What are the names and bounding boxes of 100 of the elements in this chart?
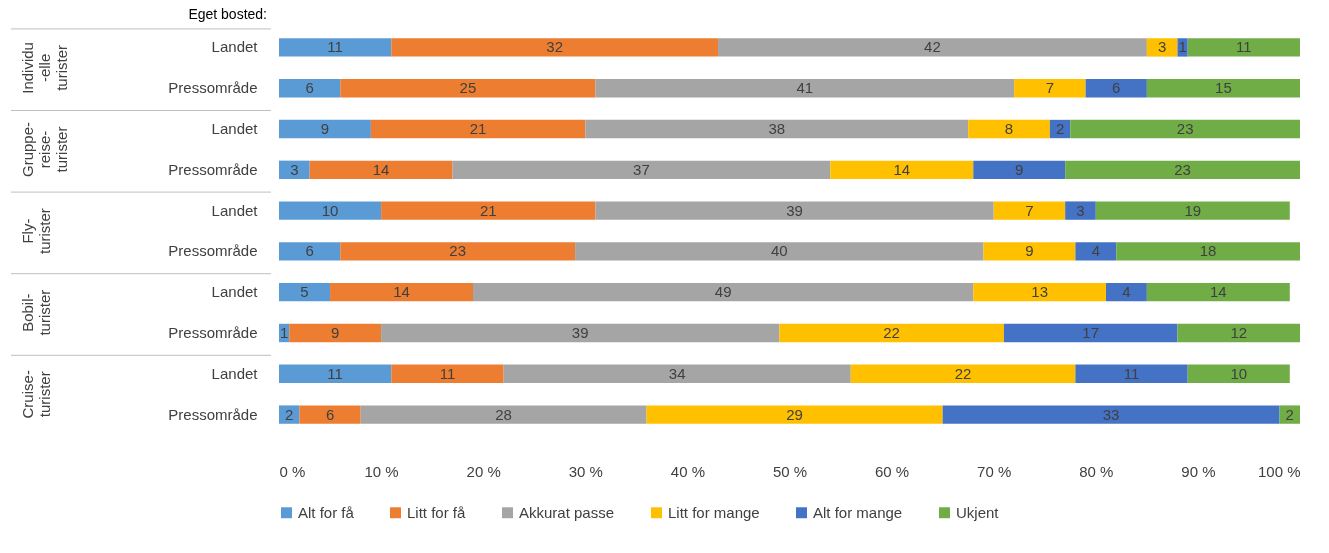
bar xyxy=(779,323,1004,343)
bar xyxy=(279,201,382,220)
bar xyxy=(1003,323,1178,343)
data-label: 25 xyxy=(459,79,477,97)
bar xyxy=(360,405,647,424)
data-label: 11 xyxy=(1123,364,1140,382)
data-label: 6 xyxy=(305,79,314,97)
data-label: 49 xyxy=(714,283,732,301)
bar xyxy=(279,38,392,57)
data-label: 9 xyxy=(320,120,330,138)
bar xyxy=(279,160,310,179)
x-tick-label: 60 % xyxy=(875,462,910,480)
data-label: 1 xyxy=(1178,38,1187,56)
bar xyxy=(279,79,341,98)
data-label: 6 xyxy=(305,242,314,260)
bar xyxy=(718,38,1147,57)
data-label: 2 xyxy=(1285,405,1294,423)
x-tick-label: 20 % xyxy=(466,462,501,480)
bar xyxy=(1085,79,1147,98)
text: Cruise- turister xyxy=(19,370,53,419)
y-tick-label: Pressområde xyxy=(168,79,258,97)
x-tick-label: 40 % xyxy=(670,462,705,480)
data-label: 18 xyxy=(1199,242,1217,260)
data-label: 14 xyxy=(393,283,410,301)
data-label: 9 xyxy=(330,323,340,341)
y-tick-label: Landet xyxy=(211,283,259,301)
data-label: 28 xyxy=(495,405,512,423)
bar xyxy=(973,283,1107,302)
data-label: 39 xyxy=(571,323,589,341)
legend-label: Litt for mange xyxy=(668,503,760,521)
text: Fly- turister xyxy=(19,208,53,255)
bar xyxy=(370,119,586,139)
data-label: 41 xyxy=(796,79,814,97)
bar xyxy=(1075,242,1117,261)
data-label: 8 xyxy=(1004,120,1014,138)
legend-label: Litt for få xyxy=(407,503,467,521)
bar xyxy=(279,283,331,302)
data-label: 10 xyxy=(1230,364,1248,382)
bar xyxy=(1065,201,1096,220)
x-tick-label: 70 % xyxy=(977,462,1012,480)
data-label: 2 xyxy=(1055,120,1065,138)
x-tick-label: 30 % xyxy=(568,462,603,480)
bar xyxy=(1187,364,1290,383)
data-label: 9 xyxy=(1025,242,1034,260)
x-tick-label: 10 % xyxy=(364,462,399,480)
bar xyxy=(968,119,1050,139)
bar xyxy=(575,242,984,261)
text: Eget bosted: xyxy=(188,6,267,22)
data-label: 11 xyxy=(327,38,343,56)
bar xyxy=(1095,201,1290,220)
data-label: 15 xyxy=(1215,79,1232,97)
data-label: 40 xyxy=(770,242,788,260)
data-label: 14 xyxy=(372,160,390,178)
data-label: 21 xyxy=(469,120,487,138)
y-tick-label: Landet xyxy=(211,364,259,382)
bar xyxy=(279,364,392,383)
text: Gruppe- reise- turister xyxy=(19,121,70,178)
data-label: 6 xyxy=(325,405,335,423)
data-label: 3 xyxy=(1076,201,1085,219)
data-label: 7 xyxy=(1045,79,1055,97)
data-label: 7 xyxy=(1025,201,1034,219)
text: Bobil- turister xyxy=(19,289,53,336)
bar xyxy=(279,119,371,139)
data-label: 3 xyxy=(290,160,299,178)
bar xyxy=(340,242,576,261)
y-tick-label: Pressområde xyxy=(168,242,258,260)
bar xyxy=(1279,405,1300,424)
x-tick-label: 90 % xyxy=(1181,462,1216,480)
data-label: 22 xyxy=(883,323,900,341)
data-label: 2 xyxy=(285,405,294,423)
text: Individu -elle turister xyxy=(19,42,70,94)
data-label: 23 xyxy=(449,242,467,260)
bar xyxy=(1146,283,1290,302)
legend-label: Alt for mange xyxy=(813,503,903,521)
data-label: 33 xyxy=(1102,405,1120,423)
data-label: 38 xyxy=(768,120,786,138)
bar xyxy=(585,119,969,139)
data-label: 14 xyxy=(893,160,911,178)
bar xyxy=(1065,160,1300,179)
bar xyxy=(1106,283,1147,302)
data-label: 19 xyxy=(1184,201,1202,219)
bar xyxy=(299,405,361,424)
data-label: 14 xyxy=(1209,283,1227,301)
bar xyxy=(330,283,473,302)
bar xyxy=(1187,38,1300,57)
bar xyxy=(595,79,1015,98)
bar xyxy=(340,79,596,98)
data-label: 23 xyxy=(1174,160,1191,178)
bar xyxy=(309,160,453,179)
data-label: 34 xyxy=(668,364,686,382)
bar xyxy=(381,323,780,343)
bar xyxy=(381,201,596,220)
data-label: 11 xyxy=(1236,38,1252,56)
bar xyxy=(391,38,719,57)
data-label: 32 xyxy=(546,38,564,56)
bar xyxy=(1075,364,1188,383)
x-tick-label: 80 % xyxy=(1079,462,1114,480)
data-label: 42 xyxy=(924,38,941,56)
data-label: 21 xyxy=(479,201,497,219)
data-label: 13 xyxy=(1031,283,1048,301)
